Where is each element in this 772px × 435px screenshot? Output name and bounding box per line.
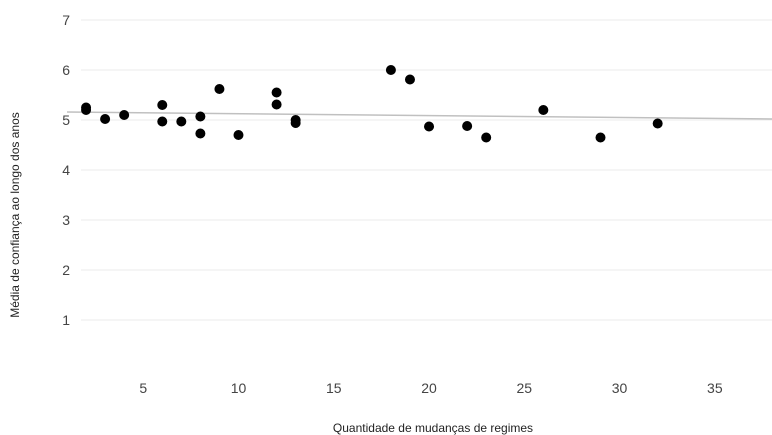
- y-tick-label: 2: [62, 262, 70, 278]
- data-point: [81, 105, 92, 115]
- trendline-layer: [66, 111, 772, 120]
- data-point: [176, 116, 187, 127]
- y-axis-title: Média de confiança ao longo dos anos: [8, 112, 22, 317]
- x-tick-label: 35: [707, 380, 723, 396]
- data-point: [538, 105, 549, 115]
- x-tick-label: 5: [139, 380, 147, 396]
- data-point: [214, 84, 225, 94]
- y-tick-label: 4: [62, 162, 70, 178]
- data-point: [119, 110, 130, 120]
- data-point: [481, 132, 492, 143]
- x-axis-title: Quantidade de mudanças de regimes: [333, 421, 533, 435]
- x-tick-label: 15: [326, 380, 342, 396]
- data-point: [652, 118, 663, 129]
- x-axis-ticks: 5 10 15 20 25 30 35: [139, 380, 723, 396]
- y-tick-label: 6: [62, 62, 70, 78]
- data-point: [271, 87, 282, 98]
- y-axis-ticks: 1 2 3 4 5 6 7: [62, 12, 70, 328]
- data-point: [195, 128, 206, 139]
- y-tick-label: 5: [62, 112, 70, 128]
- data-point: [271, 99, 282, 110]
- data-point: [462, 121, 473, 131]
- x-tick-label: 30: [612, 380, 628, 396]
- gridlines: [81, 19, 772, 321]
- data-point: [233, 130, 244, 140]
- data-point: [290, 118, 301, 128]
- x-tick-label: 10: [231, 380, 247, 396]
- data-point: [404, 74, 415, 85]
- data-points: [81, 65, 663, 143]
- x-tick-label: 25: [517, 380, 533, 396]
- y-tick-label: 3: [62, 212, 70, 228]
- y-tick-label: 1: [62, 312, 70, 328]
- data-point: [385, 65, 396, 75]
- trendline: [66, 111, 772, 120]
- data-point: [157, 100, 168, 110]
- data-point: [595, 132, 606, 143]
- data-point: [424, 121, 435, 132]
- y-tick-label: 7: [62, 12, 70, 28]
- data-point: [100, 114, 111, 124]
- x-tick-label: 20: [421, 380, 437, 396]
- data-point: [157, 116, 168, 127]
- data-point: [195, 111, 206, 122]
